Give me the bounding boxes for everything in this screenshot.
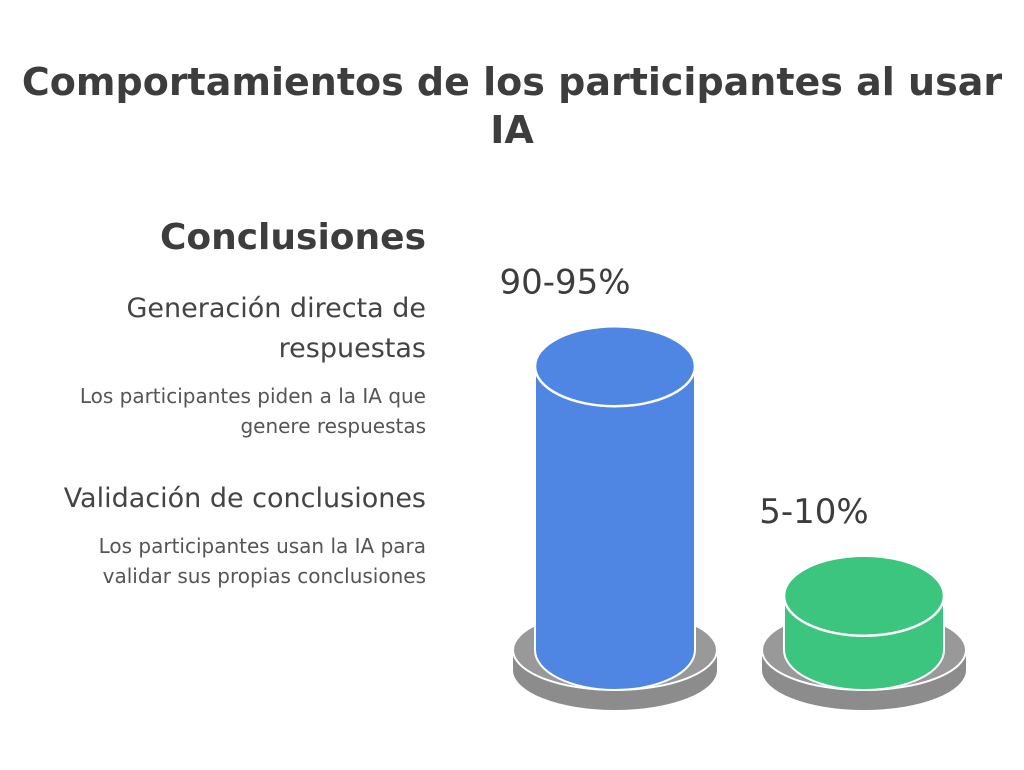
category-description-validation: Los participantes usan la IA para valida… bbox=[98, 534, 426, 588]
conclusions-legend: Conclusiones Generación directa de respu… bbox=[30, 213, 426, 591]
data-label-validation: 5-10% bbox=[759, 492, 868, 532]
category-title-direct-generation: Generación directa de respuestas bbox=[126, 293, 426, 364]
bar-top-validation bbox=[782, 554, 946, 637]
data-label-direct-generation: 90-95% bbox=[499, 262, 630, 302]
category-title-validation: Validación de conclusiones bbox=[63, 483, 426, 514]
chart-title: Comportamientos de los participantes al … bbox=[21, 60, 1003, 152]
category-description-direct-generation: Los participantes piden a la IA que gene… bbox=[79, 384, 426, 438]
conclusions-heading: Conclusiones bbox=[159, 217, 426, 258]
bar-top-direct-generation bbox=[533, 325, 697, 408]
bar-direct-generation bbox=[534, 365, 696, 691]
